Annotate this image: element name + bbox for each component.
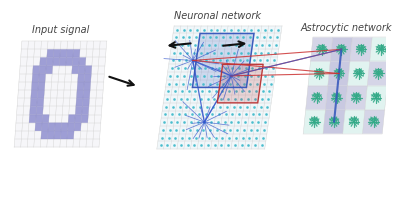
Polygon shape <box>328 61 350 86</box>
Polygon shape <box>85 66 92 74</box>
Polygon shape <box>78 66 85 74</box>
Polygon shape <box>47 131 54 139</box>
Polygon shape <box>39 66 46 74</box>
Polygon shape <box>83 90 90 98</box>
Polygon shape <box>68 123 75 131</box>
Polygon shape <box>84 82 91 90</box>
Polygon shape <box>365 86 387 110</box>
Polygon shape <box>81 115 88 123</box>
Polygon shape <box>310 37 333 61</box>
Polygon shape <box>30 106 37 115</box>
Polygon shape <box>41 131 48 139</box>
Polygon shape <box>32 66 40 74</box>
Polygon shape <box>67 131 74 139</box>
Polygon shape <box>61 123 68 131</box>
Polygon shape <box>68 115 75 123</box>
Polygon shape <box>42 123 48 131</box>
Polygon shape <box>38 74 46 82</box>
Polygon shape <box>82 98 90 106</box>
Polygon shape <box>30 98 37 106</box>
Polygon shape <box>348 61 370 86</box>
Polygon shape <box>362 110 385 134</box>
Polygon shape <box>78 74 85 82</box>
Polygon shape <box>72 66 79 74</box>
Polygon shape <box>157 26 282 149</box>
Polygon shape <box>14 41 107 147</box>
Polygon shape <box>306 86 328 110</box>
Polygon shape <box>35 123 42 131</box>
Polygon shape <box>53 57 60 66</box>
Polygon shape <box>345 86 367 110</box>
Polygon shape <box>48 123 55 131</box>
Polygon shape <box>367 61 390 86</box>
Polygon shape <box>350 37 372 61</box>
Polygon shape <box>46 66 53 74</box>
Polygon shape <box>77 82 84 90</box>
Polygon shape <box>59 57 66 66</box>
Polygon shape <box>36 106 43 115</box>
Polygon shape <box>217 64 263 103</box>
Polygon shape <box>38 82 45 90</box>
Polygon shape <box>66 57 73 66</box>
Polygon shape <box>76 90 84 98</box>
Polygon shape <box>37 98 44 106</box>
Polygon shape <box>46 57 53 66</box>
Polygon shape <box>74 123 81 131</box>
Polygon shape <box>82 106 89 115</box>
Polygon shape <box>303 110 326 134</box>
Polygon shape <box>326 86 348 110</box>
Polygon shape <box>47 49 54 57</box>
Polygon shape <box>75 115 82 123</box>
Polygon shape <box>73 49 80 57</box>
Polygon shape <box>29 115 36 123</box>
Polygon shape <box>75 106 82 115</box>
Polygon shape <box>72 57 80 66</box>
Polygon shape <box>66 49 74 57</box>
Polygon shape <box>31 90 38 98</box>
Polygon shape <box>36 115 43 123</box>
Polygon shape <box>84 74 91 82</box>
Polygon shape <box>32 74 39 82</box>
Polygon shape <box>370 37 392 61</box>
Polygon shape <box>343 110 365 134</box>
Polygon shape <box>192 33 254 88</box>
Polygon shape <box>42 115 49 123</box>
Polygon shape <box>330 37 352 61</box>
Polygon shape <box>54 123 62 131</box>
Polygon shape <box>54 131 61 139</box>
Text: Astrocytic network: Astrocytic network <box>301 23 392 32</box>
Polygon shape <box>76 98 83 106</box>
Polygon shape <box>31 82 38 90</box>
Polygon shape <box>79 57 86 66</box>
Polygon shape <box>40 57 47 66</box>
Polygon shape <box>60 131 68 139</box>
Text: Input signal: Input signal <box>32 25 89 35</box>
Polygon shape <box>323 110 345 134</box>
Polygon shape <box>308 61 330 86</box>
Polygon shape <box>60 49 67 57</box>
Text: Neuronal network: Neuronal network <box>174 11 261 21</box>
Polygon shape <box>53 49 60 57</box>
Polygon shape <box>37 90 44 98</box>
